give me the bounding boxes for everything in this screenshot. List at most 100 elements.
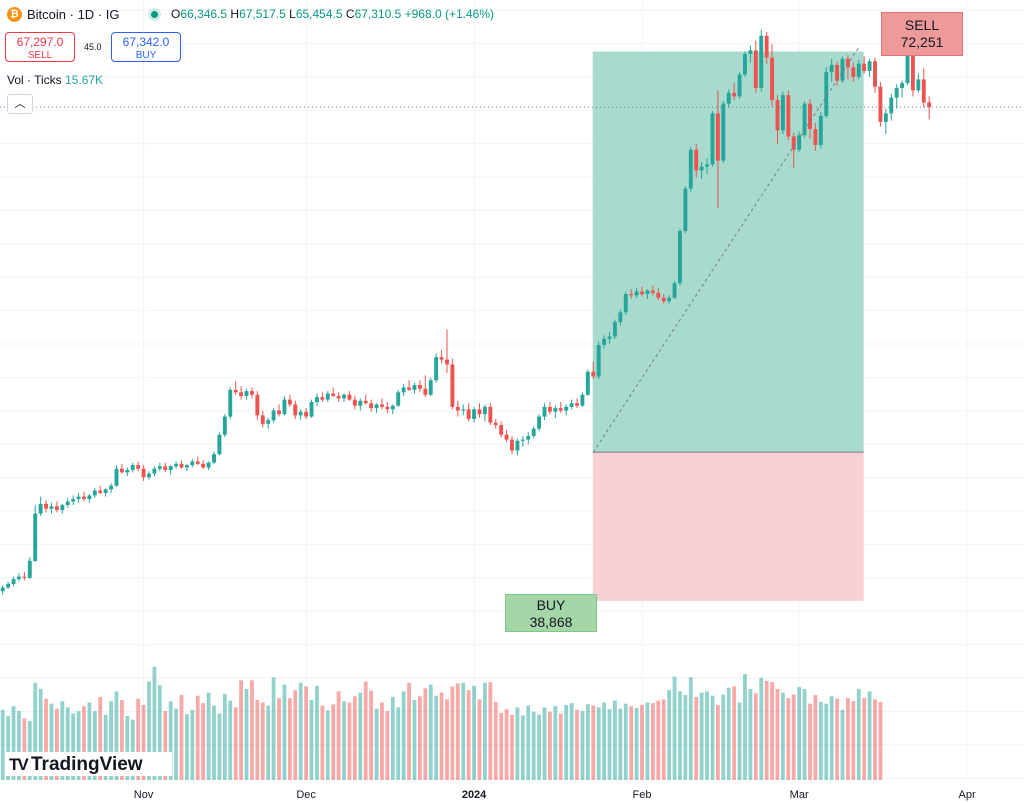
volume-bar <box>60 701 65 780</box>
candle-body <box>163 466 168 470</box>
candle <box>103 488 108 497</box>
volume-bar <box>683 695 688 780</box>
volume-bar <box>472 685 476 780</box>
volume-bar <box>537 714 541 780</box>
candle-body <box>477 409 482 415</box>
candle <box>239 386 244 400</box>
volume-bar <box>607 709 612 780</box>
candle <box>542 403 547 421</box>
volume-bar <box>325 710 330 780</box>
volume-bar <box>38 688 43 780</box>
candle <box>927 96 932 120</box>
volume-bar <box>98 696 103 780</box>
candle <box>743 51 747 77</box>
volume-bar <box>851 701 856 780</box>
candle-body <box>602 338 607 346</box>
candle <box>889 93 894 121</box>
candle-body <box>287 399 292 405</box>
candle <box>775 95 780 144</box>
candle-body <box>753 50 758 88</box>
candle-body <box>82 496 86 500</box>
buy-annotation[interactable]: BUY 38,868 <box>505 594 597 632</box>
volume-bar <box>797 687 802 780</box>
collapse-legend-button[interactable]: ︿ <box>7 94 33 114</box>
candle <box>331 387 336 398</box>
candle <box>791 132 796 168</box>
candle <box>315 393 319 406</box>
volume-bar <box>558 713 563 780</box>
candle-body <box>705 164 709 167</box>
candle-body <box>472 409 477 419</box>
volume-bar <box>824 703 829 780</box>
volume-legend[interactable]: Vol · Ticks 15.67K <box>7 73 103 87</box>
volume-bar <box>856 688 861 780</box>
volume-bar <box>363 681 368 780</box>
candle-body <box>157 466 162 469</box>
candle <box>17 573 21 582</box>
candle <box>190 459 195 468</box>
candle <box>585 369 590 396</box>
candle <box>82 491 86 502</box>
volume-bar <box>380 702 384 780</box>
candle <box>623 291 628 315</box>
sell-annotation[interactable]: SELL 72,251 <box>881 12 963 56</box>
volume-bar <box>244 688 249 780</box>
candle-body <box>791 136 796 150</box>
volume-bar <box>748 688 753 780</box>
volume-bar <box>667 690 672 780</box>
candle <box>694 143 699 178</box>
volume-bar <box>618 708 623 780</box>
tradingview-logo[interactable]: TV TradingView <box>6 752 172 776</box>
candle-body <box>845 58 850 68</box>
candle <box>835 61 840 86</box>
volume-bar <box>526 705 531 780</box>
candle <box>266 417 271 429</box>
trade-path-line <box>592 47 860 453</box>
volume-bar <box>65 707 70 780</box>
volume-bar <box>174 708 178 780</box>
volume-bar <box>802 688 807 780</box>
candle <box>883 108 888 134</box>
buy-annotation-value: 38,868 <box>529 614 573 630</box>
symbol-title[interactable]: Bitcoin · 1D · IG <box>27 7 120 22</box>
candle-body <box>661 297 666 302</box>
candle <box>732 83 737 101</box>
candle-body <box>780 95 785 131</box>
candle-body <box>103 489 108 493</box>
candle <box>645 289 650 299</box>
volume-bar <box>239 680 243 780</box>
candle-body <box>905 51 910 84</box>
volume-bar <box>217 713 222 780</box>
candle-body <box>65 501 70 506</box>
volume-bar <box>840 709 845 780</box>
candle <box>417 380 422 393</box>
volume-bar <box>553 706 558 780</box>
buy-quote-button[interactable]: 67,342.0 BUY <box>111 32 181 62</box>
candle-body <box>87 495 92 500</box>
volume-bar <box>813 695 818 780</box>
candle-body <box>49 506 54 509</box>
volume-value: 15.67K <box>65 73 104 87</box>
candle <box>575 398 579 409</box>
candle <box>786 90 791 141</box>
volume-bar <box>846 698 850 780</box>
candle-body <box>678 231 682 284</box>
candle-body <box>737 74 742 97</box>
volume-bar <box>569 703 574 780</box>
candle <box>54 501 59 513</box>
candle-body <box>298 411 303 416</box>
candle <box>894 84 899 109</box>
candle <box>634 288 639 298</box>
volume-bar <box>342 701 346 780</box>
candle-body <box>916 79 921 91</box>
candle-body <box>212 454 216 463</box>
candle <box>352 395 357 410</box>
candle <box>407 380 412 392</box>
sell-quote-button[interactable]: 67,297.0 SELL <box>5 32 75 62</box>
candle-body <box>623 294 628 313</box>
volume-bar <box>390 696 395 780</box>
candle <box>439 349 444 364</box>
candle <box>260 410 265 428</box>
volume-bar <box>22 718 27 780</box>
